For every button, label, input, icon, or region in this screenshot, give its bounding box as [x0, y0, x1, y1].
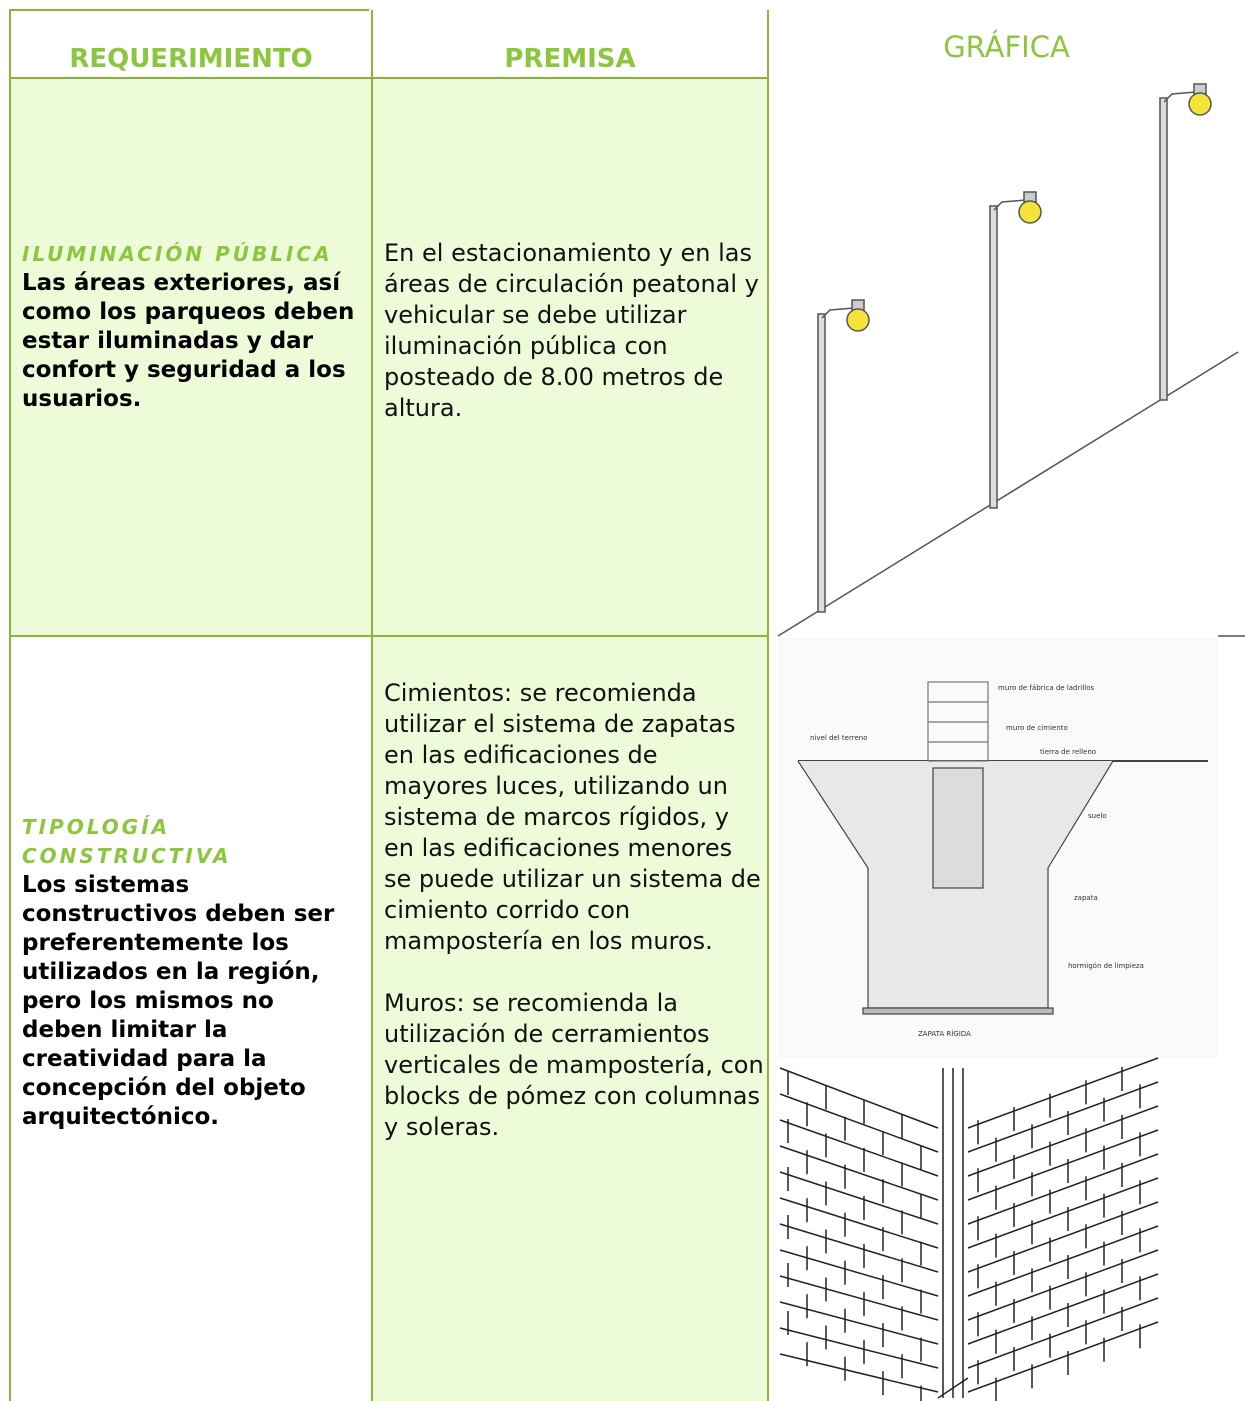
header: REQUERIMIENTO [69, 44, 313, 74]
cell-bg [372, 78, 768, 636]
brick-wall [779, 1057, 1159, 1401]
brick-line [967, 1225, 1159, 1297]
brick-line [779, 1119, 939, 1177]
brick-line [779, 1171, 939, 1225]
border [9, 77, 769, 79]
figure-label: zapata [1074, 894, 1098, 902]
border [371, 10, 373, 1401]
figure-label: suelo [1088, 812, 1107, 820]
figure-label: hormigón de limpieza [1068, 962, 1144, 970]
brick-line [779, 1145, 939, 1201]
figure-caption: ZAPATA RÍGIDA [918, 1029, 971, 1038]
premise-text: Muros: se recomienda la utilización de c… [384, 989, 764, 1141]
brick-line [967, 1105, 1159, 1177]
cell-bg [372, 636, 768, 1401]
graphics: muro de fábrica de ladrillos muro de cim… [777, 83, 1245, 1401]
brick-line [967, 1177, 1159, 1249]
premise-text: En el estacionamiento y en las áreas de … [384, 239, 759, 422]
brick-line [779, 1275, 939, 1321]
requirement-text: Los sistemas constructivos deben ser pre… [22, 872, 335, 1130]
premise: Cimientos: se recomienda utilizar el sis… [384, 678, 764, 1174]
brick-line [967, 1057, 1159, 1129]
brick-line [779, 1327, 939, 1369]
requirement-title: TIPOLOGÍA CONSTRUCTIVA [22, 815, 232, 868]
foundation-diagram: muro de fábrica de ladrillos muro de cim… [778, 638, 1218, 1058]
border [9, 10, 11, 1401]
premise: En el estacionamiento y en las áreas de … [384, 238, 764, 455]
brick-line [779, 1197, 939, 1249]
cell-bg [10, 78, 372, 636]
border [9, 9, 369, 11]
premise-text: Cimientos: se recomienda utilizar el sis… [384, 679, 761, 955]
border [9, 635, 769, 637]
requirement-title: ILUMINACIÓN PÚBLICA [22, 242, 333, 266]
brick-line [779, 1093, 939, 1153]
brick-line [967, 1129, 1159, 1201]
street-lights [777, 83, 1245, 637]
brick-line [967, 1321, 1159, 1393]
brick-line [779, 1249, 939, 1297]
header: PREMISA [504, 44, 636, 74]
figure-label: nivel del terreno [810, 734, 867, 742]
brick-line [779, 1223, 939, 1273]
brick-line [967, 1201, 1159, 1273]
brick-line [779, 1353, 939, 1393]
requirement-text: Las áreas exteriores, así como los parqu… [22, 270, 355, 412]
brick-line [967, 1081, 1159, 1153]
brick-line [967, 1273, 1159, 1345]
brick-line [779, 1301, 939, 1345]
figure-label: tierra de relleno [1040, 748, 1096, 756]
border [767, 10, 769, 1401]
brick-line [967, 1249, 1159, 1321]
brick-line [967, 1297, 1159, 1369]
header: GRÁFICA [943, 30, 1070, 64]
brick-line [779, 1067, 939, 1129]
figure-label: muro de fábrica de ladrillos [998, 684, 1094, 692]
requirement: TIPOLOGÍA CONSTRUCTIVA Los sistemas cons… [22, 813, 360, 1132]
brick-line [967, 1153, 1159, 1225]
figure-label: muro de cimiento [1006, 724, 1068, 732]
brick-line [937, 1377, 969, 1399]
requirement: ILUMINACIÓN PÚBLICA Las áreas exteriores… [22, 240, 360, 414]
